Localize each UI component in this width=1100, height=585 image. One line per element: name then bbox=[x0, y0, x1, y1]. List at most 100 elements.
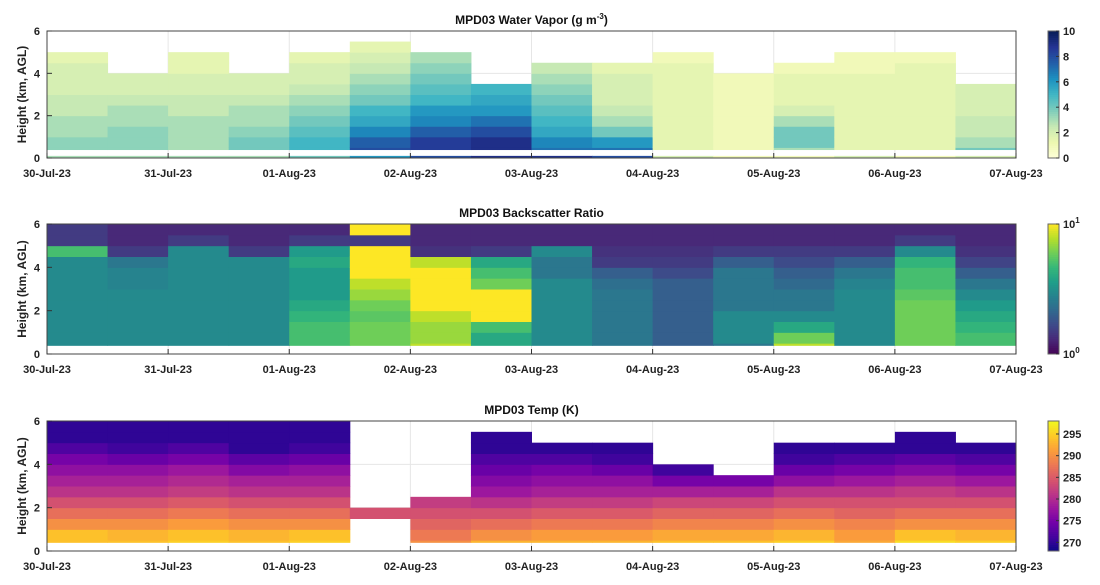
colorbar-segment bbox=[1048, 343, 1059, 346]
x-tick-label: 03-Aug-23 bbox=[505, 561, 558, 573]
colorbar-tick-label: 4 bbox=[1063, 102, 1070, 114]
heatmap-cell bbox=[955, 475, 1017, 487]
colorbar-segment bbox=[1048, 462, 1059, 465]
heatmap-cell bbox=[592, 147, 654, 151]
heatmap-cell bbox=[107, 518, 169, 530]
title-superscript: -3 bbox=[597, 12, 605, 21]
heatmap-cell bbox=[531, 83, 593, 95]
y-tick-label: 0 bbox=[34, 546, 40, 558]
heatmap-cell bbox=[531, 540, 593, 543]
heatmap-cell bbox=[410, 321, 472, 333]
heatmap-cell bbox=[955, 83, 1017, 95]
heatmap-cell bbox=[410, 343, 472, 346]
heatmap-cell bbox=[107, 321, 169, 333]
heatmap-cell bbox=[289, 518, 351, 530]
heatmap-cell bbox=[168, 299, 230, 312]
colorbar-segment bbox=[1048, 455, 1059, 459]
heatmap-cell bbox=[713, 278, 775, 290]
heatmap-cell bbox=[410, 289, 472, 301]
heatmap-cell bbox=[47, 299, 109, 312]
heatmap-cell bbox=[47, 267, 109, 279]
heatmap-cell bbox=[289, 289, 351, 301]
heatmap-cell bbox=[107, 234, 169, 247]
heatmap-cell bbox=[773, 464, 835, 476]
colorbar-segment bbox=[1048, 232, 1059, 236]
heatmap-cell bbox=[168, 529, 230, 541]
colorbar-segment bbox=[1048, 37, 1059, 40]
heatmap-cell bbox=[470, 267, 532, 279]
heatmap-cell bbox=[289, 94, 351, 106]
heatmap-cell bbox=[47, 73, 109, 85]
surface-band-cell bbox=[773, 155, 835, 158]
heatmap-cell bbox=[168, 453, 230, 465]
heatmap-cell bbox=[773, 453, 835, 465]
heatmap-cell bbox=[349, 507, 411, 519]
heatmap-cell bbox=[470, 278, 532, 290]
heatmap-cell bbox=[410, 529, 472, 541]
heatmap-cell bbox=[47, 278, 109, 290]
heatmap-cell bbox=[228, 256, 290, 268]
heatmap-cell bbox=[592, 136, 654, 148]
heatmap-cell bbox=[834, 475, 896, 487]
surface-band-cell bbox=[531, 155, 593, 158]
heatmap-cell bbox=[470, 332, 532, 344]
colorbar-segment bbox=[1048, 45, 1059, 49]
heatmap-cell bbox=[289, 321, 351, 333]
colorbar-segment bbox=[1048, 330, 1059, 333]
heatmap-cell bbox=[652, 234, 714, 247]
heatmap-cell bbox=[713, 115, 775, 127]
heatmap-cell bbox=[228, 540, 290, 543]
colorbar-segment bbox=[1048, 269, 1059, 273]
heatmap-cell bbox=[955, 147, 1017, 151]
heatmap-cell bbox=[531, 507, 593, 519]
heatmap-cell bbox=[834, 278, 896, 290]
colorbar-segment bbox=[1048, 234, 1059, 238]
colorbar-segment bbox=[1048, 481, 1059, 485]
heatmap-cell bbox=[47, 289, 109, 301]
heatmap-cell bbox=[652, 310, 714, 322]
colorbar-segment bbox=[1048, 328, 1059, 331]
heatmap-cell bbox=[47, 507, 109, 519]
colorbar-tick-label: 270 bbox=[1063, 537, 1081, 549]
heatmap-cell bbox=[773, 234, 835, 247]
heatmap-cell bbox=[531, 310, 593, 322]
heatmap-cell bbox=[713, 289, 775, 301]
heatmap-cell bbox=[168, 332, 230, 344]
colorbar-segment bbox=[1048, 41, 1059, 45]
colorbar-segment bbox=[1048, 477, 1059, 480]
heatmap-cell bbox=[470, 453, 532, 465]
panel-2: 30-Jul-23 31-Jul-23 01-Aug-23 02-Aug-23 03-A… bbox=[15, 206, 1080, 376]
colorbar-segment bbox=[1048, 117, 1059, 121]
heatmap-cell bbox=[107, 126, 169, 138]
colorbar-segment bbox=[1048, 289, 1059, 292]
heatmap-cell bbox=[410, 147, 472, 151]
surface-band-cell bbox=[713, 155, 775, 158]
heatmap-cell bbox=[834, 453, 896, 465]
heatmap-cell bbox=[107, 496, 169, 509]
y-tick-label: 0 bbox=[34, 349, 40, 361]
heatmap-cell bbox=[894, 431, 956, 444]
colorbar-segment bbox=[1048, 96, 1059, 100]
heatmap-cell bbox=[470, 224, 532, 236]
heatmap-cell bbox=[349, 115, 411, 127]
colorbar-segment bbox=[1048, 338, 1059, 342]
colorbar-segment bbox=[1048, 90, 1059, 93]
heatmap-cell bbox=[168, 421, 230, 433]
colorbar-segment bbox=[1048, 518, 1059, 522]
heatmap-cell bbox=[713, 126, 775, 138]
heatmap-cell bbox=[834, 256, 896, 268]
heatmap-cell bbox=[107, 147, 169, 151]
heatmap-cell bbox=[289, 256, 351, 268]
heatmap-cell bbox=[652, 343, 714, 346]
x-tick-label: 02-Aug-23 bbox=[384, 168, 437, 180]
colorbar-segment bbox=[1048, 321, 1059, 325]
heatmap-cell bbox=[410, 256, 472, 268]
colorbar-tick-label: 280 bbox=[1063, 494, 1081, 506]
heatmap-cell bbox=[228, 343, 290, 346]
heatmap-cell bbox=[47, 126, 109, 138]
heatmap-cell bbox=[470, 136, 532, 148]
colorbar-segment bbox=[1048, 453, 1059, 457]
heatmap-cell bbox=[773, 147, 835, 151]
heatmap-cell bbox=[955, 105, 1017, 117]
heatmap-cell bbox=[834, 126, 896, 138]
